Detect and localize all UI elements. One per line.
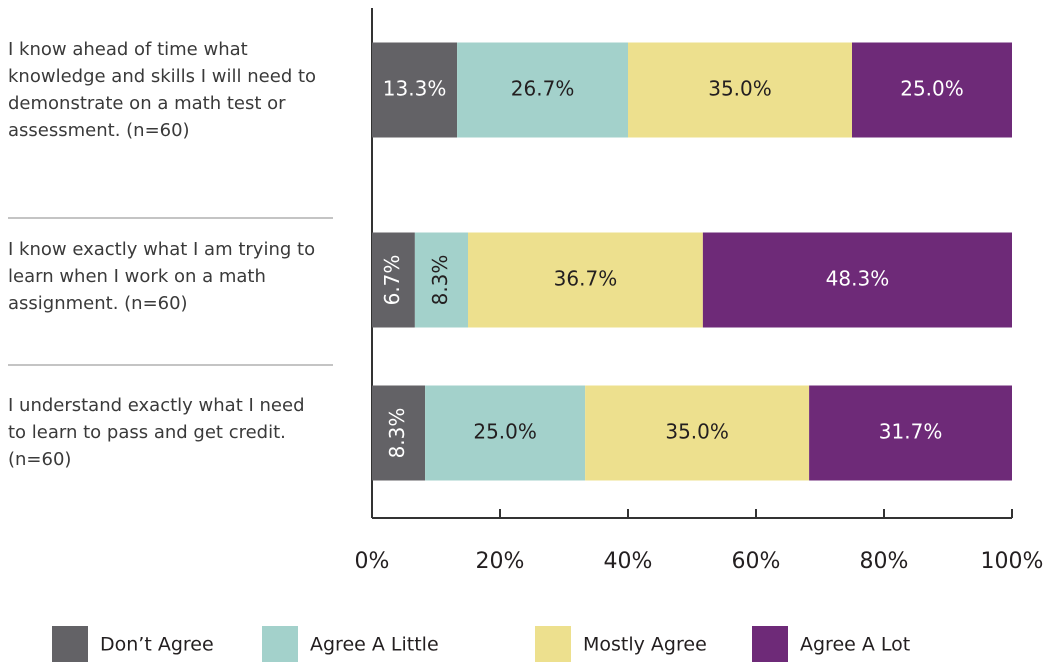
legend-swatch [535, 626, 571, 662]
bar-segment [425, 385, 586, 481]
value-label: 6.7% [380, 255, 404, 306]
bar-segment [852, 42, 1012, 138]
bar-segment [468, 232, 703, 328]
category-label: I know exactly what I am trying to learn… [8, 239, 316, 314]
category-label: I understand exactly what I need to lear… [8, 395, 305, 470]
legend-label: Agree A Little [310, 634, 439, 656]
value-label: 31.7% [879, 420, 943, 444]
value-label: 25.0% [900, 77, 964, 101]
bar-segment [809, 385, 1012, 481]
legend-swatch [52, 626, 88, 662]
value-label: 26.7% [511, 77, 575, 101]
value-label: 35.0% [708, 77, 772, 101]
x-tick-label: 80% [860, 549, 909, 574]
x-tick-label: 60% [732, 549, 781, 574]
value-label: 48.3% [826, 267, 890, 291]
legend-swatch [262, 626, 298, 662]
bar-segment [372, 385, 426, 481]
bar-segment [372, 42, 458, 138]
value-label: 36.7% [554, 267, 618, 291]
x-tick-label: 100% [981, 549, 1044, 574]
value-label: 35.0% [665, 420, 729, 444]
bar-segment [372, 232, 415, 328]
x-tick-label: 40% [604, 549, 653, 574]
value-label: 8.3% [428, 255, 452, 306]
bar-segment [457, 42, 628, 138]
x-tick-label: 20% [476, 549, 525, 574]
x-tick-label: 0% [355, 549, 390, 574]
legend-swatch [752, 626, 788, 662]
bar-segment [628, 42, 852, 138]
value-label: 13.3% [383, 77, 447, 101]
value-label: 8.3% [385, 408, 409, 459]
legend-label: Agree A Lot [800, 634, 910, 656]
bar-segment [414, 232, 468, 328]
bar-segment [702, 232, 1012, 328]
category-label: I know ahead of time what knowledge and … [8, 39, 317, 141]
value-label: 25.0% [473, 420, 537, 444]
legend-label: Mostly Agree [583, 634, 707, 656]
legend-label: Don’t Agree [100, 634, 214, 656]
bar-segment [585, 385, 810, 481]
